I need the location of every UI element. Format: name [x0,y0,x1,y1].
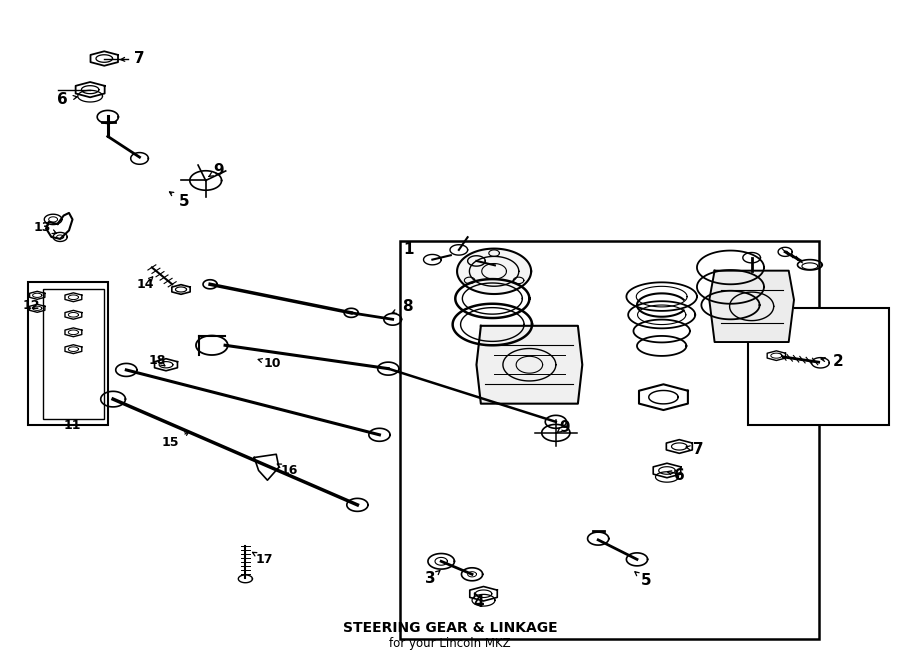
Text: 5: 5 [178,194,189,209]
Bar [42,289,104,418]
Text: 1: 1 [403,242,414,258]
Text: 5: 5 [641,573,651,589]
Text: 9: 9 [213,163,224,177]
Text: 9: 9 [559,420,570,434]
Text: for your Lincoln MKZ: for your Lincoln MKZ [389,638,511,650]
Bar [29,282,108,425]
Text: 13: 13 [34,220,51,234]
Text: 8: 8 [402,299,413,314]
Text: 16: 16 [281,464,298,477]
Polygon shape [709,271,794,342]
Text: 18: 18 [148,354,166,367]
Text: 17: 17 [256,553,274,566]
Bar [400,242,819,639]
Text: 3: 3 [426,571,436,587]
Text: STEERING GEAR & LINKAGE: STEERING GEAR & LINKAGE [343,621,557,635]
Polygon shape [476,326,582,404]
Text: 10: 10 [263,357,281,370]
Polygon shape [588,532,608,545]
Bar [748,308,889,425]
Polygon shape [196,336,228,355]
Text: 2: 2 [832,354,843,369]
Text: 6: 6 [674,467,685,483]
Text: 4: 4 [473,594,484,610]
Text: 12: 12 [22,299,40,312]
Polygon shape [457,249,531,294]
Text: 6: 6 [57,92,68,107]
Text: 15: 15 [162,436,179,449]
Text: 7: 7 [134,51,145,66]
Text: 11: 11 [64,418,81,432]
Text: 14: 14 [137,278,155,291]
Polygon shape [97,111,119,123]
Text: 7: 7 [693,442,704,457]
